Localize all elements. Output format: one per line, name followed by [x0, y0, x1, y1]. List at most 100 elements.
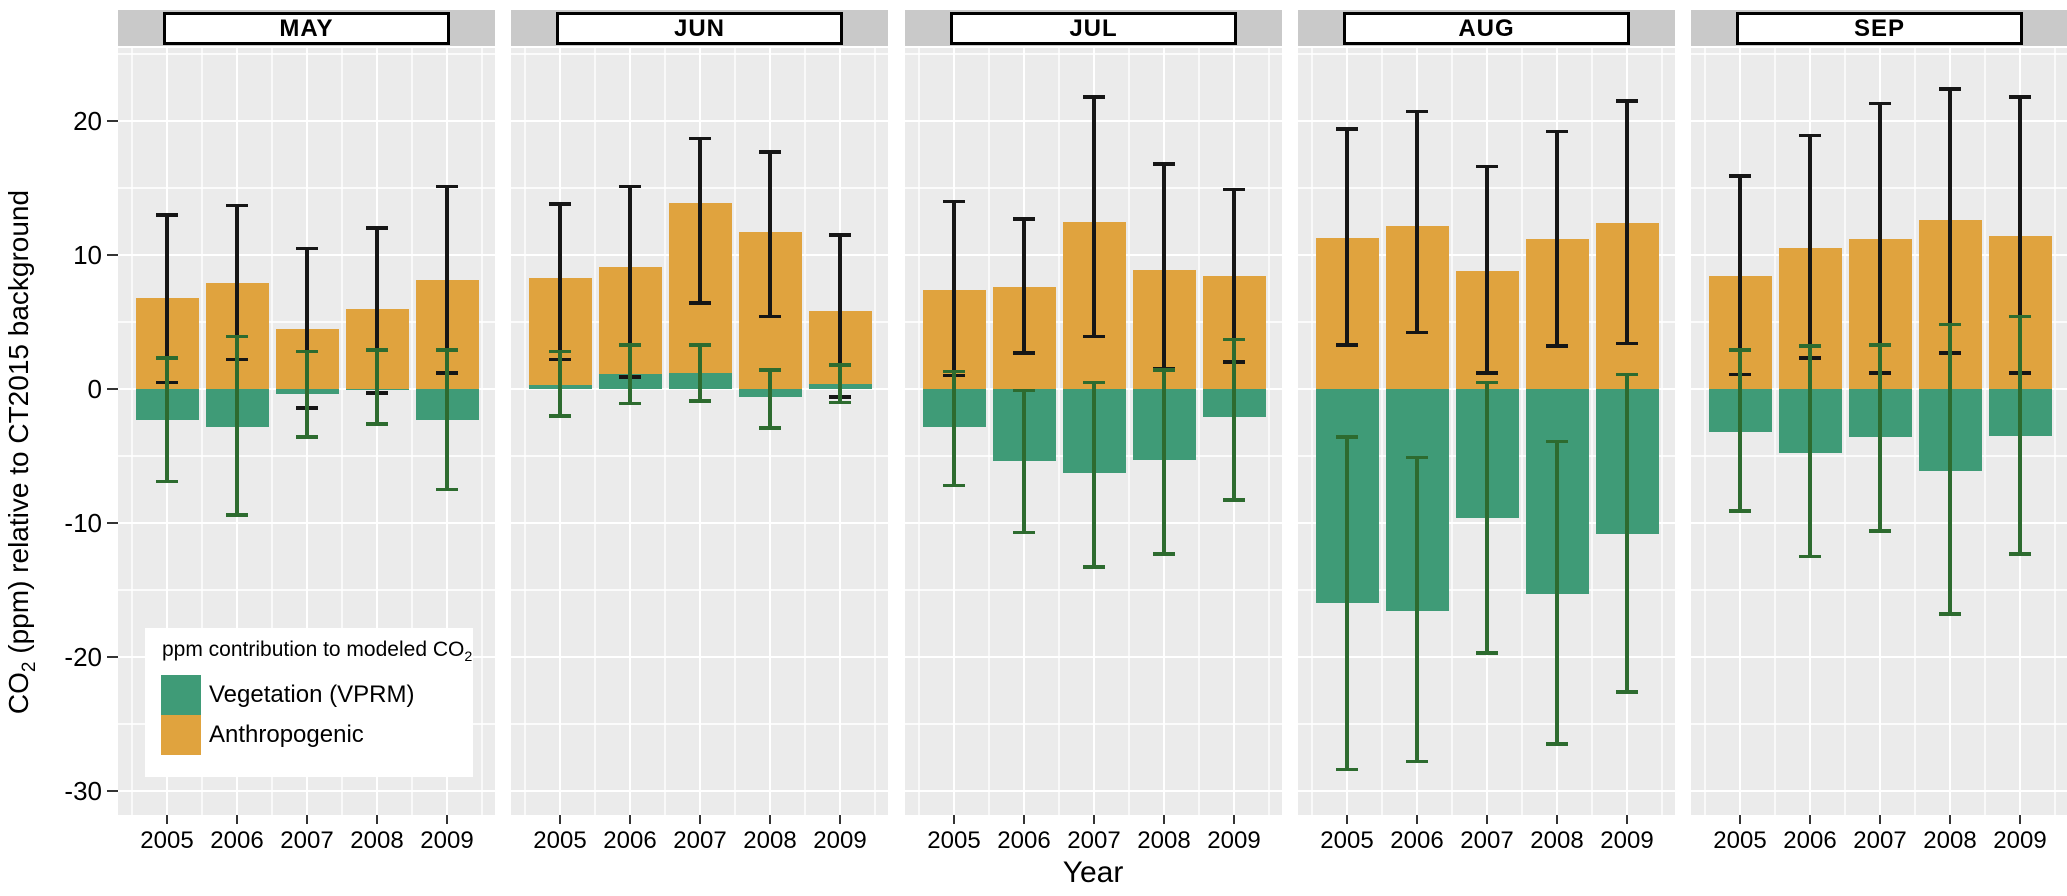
errorbar-cap-anthropogenic-JUN-2007 — [689, 301, 711, 305]
errorbar-cap-anthropogenic-JUL-2007 — [1083, 95, 1105, 99]
facet-strip-label-box: JUN — [556, 12, 843, 45]
errorbar-line-anthropogenic-AUG-2008 — [1555, 131, 1559, 347]
errorbar-line-vegetation-JUL-2008 — [1162, 370, 1166, 554]
errorbar-cap-anthropogenic-AUG-2007 — [1476, 371, 1498, 375]
v-major-gridline — [698, 48, 702, 815]
x-tickmark — [1416, 815, 1418, 824]
errorbar-cap-vegetation-AUG-2006 — [1406, 759, 1428, 764]
errorbar-line-anthropogenic-JUN-2007 — [698, 138, 702, 304]
errorbar-cap-vegetation-AUG-2005 — [1336, 767, 1358, 772]
errorbar-cap-anthropogenic-JUL-2006 — [1013, 351, 1035, 355]
x-tick-label: 2006 — [603, 827, 657, 854]
errorbar-cap-anthropogenic-SEP-2007 — [1869, 101, 1891, 106]
errorbar-line-anthropogenic-JUN-2006 — [628, 186, 632, 377]
errorbar-line-vegetation-JUL-2006 — [1022, 390, 1026, 533]
errorbar-cap-anthropogenic-MAY-2005 — [156, 213, 178, 217]
errorbar-cap-vegetation-JUN-2005 — [549, 414, 571, 418]
v-major-gridline — [768, 48, 772, 815]
x-tickmark — [769, 815, 771, 824]
errorbar-cap-anthropogenic-MAY-2006 — [226, 203, 248, 208]
legend-label-vegetation: Vegetation (VPRM) — [209, 681, 415, 708]
errorbar-line-anthropogenic-AUG-2005 — [1345, 129, 1349, 345]
errorbar-line-anthropogenic-AUG-2006 — [1415, 111, 1419, 333]
y-tickmark — [107, 655, 118, 659]
errorbar-cap-anthropogenic-SEP-2006 — [1799, 133, 1821, 138]
errorbar-line-anthropogenic-SEP-2006 — [1808, 135, 1812, 359]
x-tickmark — [559, 815, 561, 824]
x-tick-label: 2008 — [1530, 827, 1584, 854]
v-minor-gridline — [1058, 48, 1060, 815]
v-major-gridline — [838, 48, 842, 815]
errorbar-cap-anthropogenic-JUN-2008 — [759, 150, 781, 154]
errorbar-cap-anthropogenic-AUG-2007 — [1476, 164, 1498, 169]
errorbar-cap-anthropogenic-JUN-2005 — [549, 202, 571, 206]
x-tickmark — [1346, 815, 1348, 824]
errorbar-line-anthropogenic-MAY-2007 — [305, 248, 309, 408]
errorbar-line-vegetation-MAY-2009 — [445, 350, 449, 490]
x-tickmark — [1093, 815, 1095, 824]
x-tickmark — [376, 815, 378, 824]
errorbar-cap-anthropogenic-AUG-2009 — [1616, 341, 1638, 346]
v-minor-gridline — [1521, 48, 1523, 815]
v-minor-gridline — [1844, 48, 1846, 815]
x-tick-label: 2006 — [1783, 827, 1837, 854]
errorbar-cap-vegetation-MAY-2007 — [296, 435, 318, 439]
x-tickmark — [1556, 815, 1558, 824]
errorbar-cap-vegetation-JUL-2008 — [1153, 368, 1175, 372]
v-minor-gridline — [1704, 48, 1706, 815]
facet-strip-label: SEP — [1853, 14, 1906, 42]
errorbar-cap-anthropogenic-AUG-2006 — [1406, 109, 1428, 114]
x-tickmark — [1809, 815, 1811, 824]
x-tick-label: 2005 — [533, 827, 587, 854]
x-tickmark — [1163, 815, 1165, 824]
errorbar-cap-vegetation-MAY-2008 — [366, 422, 388, 426]
errorbar-cap-anthropogenic-SEP-2005 — [1729, 174, 1751, 178]
y-tickmark — [107, 119, 118, 123]
x-tick-label: 2007 — [673, 827, 727, 854]
errorbar-cap-vegetation-AUG-2008 — [1546, 439, 1568, 443]
x-axis-title: Year — [1062, 856, 1124, 889]
errorbar-cap-vegetation-JUL-2007 — [1083, 380, 1105, 385]
legend-title-subscript: 2 — [464, 649, 473, 666]
v-minor-gridline — [1128, 48, 1130, 815]
errorbar-cap-vegetation-JUN-2009 — [829, 363, 851, 367]
x-tickmark — [1739, 815, 1741, 824]
errorbar-cap-vegetation-JUL-2009 — [1223, 337, 1245, 342]
errorbar-line-anthropogenic-SEP-2007 — [1878, 103, 1882, 373]
errorbar-line-vegetation-SEP-2008 — [1948, 324, 1952, 615]
errorbar-cap-vegetation-JUL-2007 — [1083, 565, 1105, 569]
x-tickmark — [953, 815, 955, 824]
errorbar-cap-vegetation-SEP-2008 — [1939, 612, 1961, 616]
errorbar-cap-anthropogenic-JUN-2006 — [619, 184, 641, 189]
errorbar-cap-vegetation-SEP-2006 — [1799, 554, 1821, 559]
errorbar-line-vegetation-JUN-2006 — [628, 344, 632, 404]
x-tickmark — [306, 815, 308, 824]
errorbar-cap-vegetation-SEP-2007 — [1869, 343, 1891, 347]
y-tickmark — [107, 521, 118, 525]
y-tick-label: -30 — [64, 776, 102, 806]
errorbar-cap-vegetation-AUG-2009 — [1616, 690, 1638, 694]
v-minor-gridline — [1774, 48, 1776, 815]
errorbar-line-vegetation-AUG-2009 — [1625, 374, 1629, 692]
v-minor-gridline — [271, 48, 273, 815]
legend-title-text: ppm contribution to modeled CO — [162, 638, 465, 661]
v-minor-gridline — [1451, 48, 1453, 815]
v-major-gridline — [628, 48, 632, 815]
errorbar-cap-vegetation-MAY-2006 — [226, 334, 248, 339]
y-tick-label: 0 — [87, 374, 102, 404]
errorbar-cap-vegetation-AUG-2009 — [1616, 372, 1638, 376]
errorbar-cap-vegetation-JUN-2006 — [619, 401, 641, 406]
errorbar-cap-vegetation-SEP-2007 — [1869, 529, 1891, 533]
x-tick-label: 2006 — [997, 827, 1051, 854]
errorbar-line-vegetation-JUL-2005 — [952, 371, 956, 486]
errorbar-cap-vegetation-MAY-2005 — [156, 356, 178, 360]
v-minor-gridline — [664, 48, 666, 815]
x-tick-label: 2006 — [210, 827, 264, 854]
errorbar-line-vegetation-JUN-2009 — [838, 364, 842, 403]
errorbar-cap-anthropogenic-AUG-2008 — [1546, 129, 1568, 134]
x-tick-label: 2008 — [743, 827, 797, 854]
errorbar-line-vegetation-SEP-2007 — [1878, 344, 1882, 532]
errorbar-cap-vegetation-JUN-2007 — [689, 343, 711, 347]
errorbar-cap-vegetation-JUN-2009 — [829, 400, 851, 405]
